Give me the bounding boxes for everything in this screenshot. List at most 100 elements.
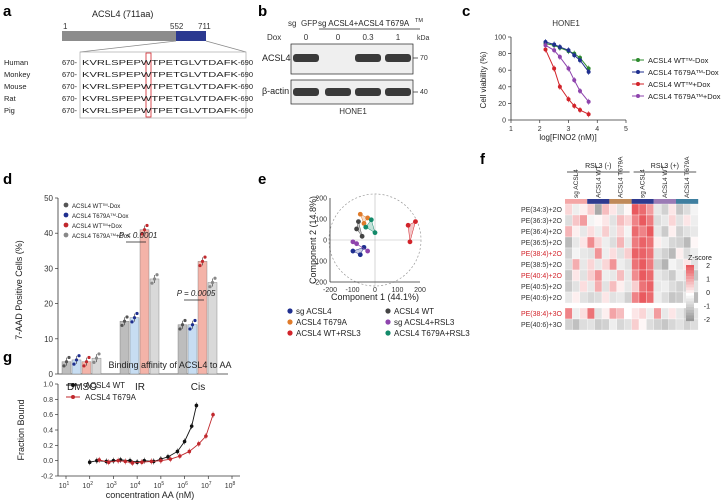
row-label: PE(38:4)+2O: [521, 251, 563, 258]
zoom-line-left: [79, 40, 177, 53]
chart-c-ticks: 1 2 3 4 5 0 20 40 60 80 100: [494, 35, 628, 134]
heatmap-cell: [572, 269, 580, 282]
heatmap-cell: [683, 203, 691, 216]
column-strip: [609, 199, 632, 204]
legend-label: ACSL4 WT+RSL3: [296, 329, 361, 338]
heatmap-cell: [690, 225, 699, 238]
legend-gradient-step: [686, 298, 694, 302]
legend-marker: [385, 308, 391, 314]
heatmap-cell: [646, 258, 654, 271]
legend-gradient-step: [686, 279, 694, 282]
legend-gradient-step: [686, 315, 694, 319]
row-label: PE(36:3)+2O: [521, 218, 563, 225]
heatmap-cell: [587, 291, 595, 304]
heatmap-cell: [579, 214, 588, 227]
data-point: [557, 84, 562, 89]
panel-d: 0 10 20 30 40 50 DMSO IR Cis P < 0.0001 P = 0.000…: [14, 194, 228, 393]
y-tick-label: 0: [323, 238, 327, 245]
replicate-dot: [120, 323, 124, 328]
heatmap-cell: [668, 236, 677, 249]
legend-label: ACSL4 T679A: [296, 318, 348, 327]
replicate-dot: [77, 354, 81, 358]
heatmap-cell: [675, 280, 684, 293]
heatmap-cell: [579, 225, 588, 238]
heatmap-cell: [690, 236, 699, 249]
scatter-point: [372, 230, 378, 236]
chart-c-legend: ACSL4 WTTM-Dox ACSL4 T679ATM-Dox ACSL4 WTT…: [632, 56, 721, 101]
y-tick-label: 0.4: [43, 428, 53, 435]
dox-value: 0: [336, 33, 341, 42]
data-point: [149, 459, 154, 464]
species-name: Human: [4, 58, 28, 67]
data-point: [572, 53, 577, 58]
heatmap-cell: [631, 236, 640, 249]
heatmap-cell: [661, 307, 669, 320]
heatmap-cell: [564, 225, 573, 238]
data-point: [159, 458, 163, 463]
heatmap-cell: [594, 214, 603, 227]
heatmap-cell: [609, 214, 617, 227]
heatmap-cell: [631, 258, 640, 271]
legend-gradient-step: [686, 304, 694, 308]
panel-b-letter: b: [258, 3, 267, 20]
scatter-point: [365, 248, 371, 254]
chart-e-plot: -200 -100 0 100 200 -200 -100 0 100 200: [313, 193, 426, 294]
heatmap-cell: [587, 269, 595, 282]
heatmap-cell: [646, 247, 654, 260]
column-strip: [631, 199, 654, 204]
data-point: [123, 459, 128, 464]
legend-label: ACSL4 WTTM+Dox: [72, 222, 122, 231]
heatmap-cell: [601, 225, 610, 238]
legend-gradient-step: [686, 270, 694, 274]
heatmap-cell: [572, 236, 580, 249]
heatmap-cell: [653, 258, 662, 271]
heatmap-cell: [601, 307, 610, 320]
heatmap-cell: [587, 203, 595, 216]
y-tick-label: 0.6: [43, 412, 53, 419]
blot-band: [355, 88, 381, 96]
legend-title: Z-score: [688, 255, 712, 262]
replicate-dot: [130, 320, 134, 324]
legend-tick: 2: [706, 263, 710, 270]
legend-gradient-step: [686, 267, 694, 271]
heatmap-cell: [638, 203, 647, 216]
legend-marker: [636, 58, 640, 62]
dox-value: 0.3: [362, 33, 374, 42]
cell-line-label: HONE1: [339, 107, 367, 116]
data-point: [578, 58, 582, 63]
scatter-point: [354, 241, 359, 247]
chart-g-plot: [87, 402, 215, 466]
heatmap-cell: [587, 247, 595, 260]
replicate-dot: [132, 316, 137, 320]
data-point: [197, 442, 201, 446]
replicate-dot: [213, 276, 217, 280]
heatmap-cell: [631, 280, 640, 293]
heatmap-cell: [690, 214, 699, 227]
legend-gradient-step: [686, 265, 694, 268]
replicate-dot: [84, 360, 89, 364]
x-tick-label: 0: [373, 287, 377, 294]
legend-marker: [636, 82, 640, 86]
row-label: PE(40:5)+2O: [521, 284, 563, 291]
heatmap-cell: [661, 269, 669, 282]
band-label: β-actin: [262, 86, 289, 96]
heatmap-cell: [675, 247, 684, 260]
scatter-point: [407, 239, 413, 245]
blot-band: [293, 88, 319, 96]
legend-marker: [636, 70, 640, 74]
heatmap-cell: [564, 291, 573, 304]
column-strip: [676, 199, 699, 204]
heatmap-cell: [675, 318, 684, 331]
data-point: [97, 458, 101, 462]
data-point: [543, 43, 548, 48]
chart-c-plot: [543, 38, 591, 118]
legend-label: ACSL4 T679ATM-Dox: [72, 212, 129, 221]
heatmap-cell: [616, 225, 625, 238]
data-point: [189, 424, 194, 428]
legend-gradient-step: [686, 287, 694, 291]
heatmap-cell: [631, 318, 640, 331]
heatmap-cell: [661, 214, 669, 227]
replicate-dot: [150, 281, 154, 285]
row-label: PE(38:4)+3O: [521, 311, 563, 318]
heatmap-cell: [594, 291, 603, 304]
